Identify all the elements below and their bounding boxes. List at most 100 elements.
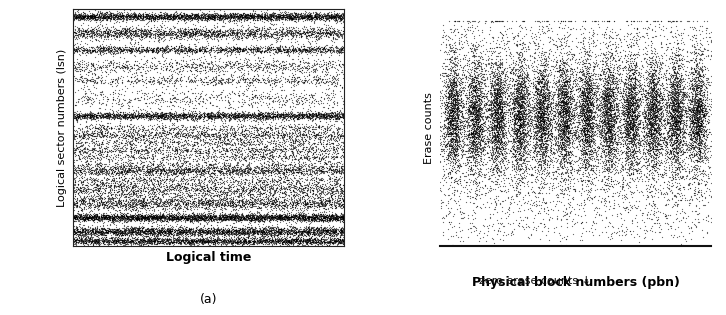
Point	[662, 186, 674, 191]
Point	[141, 233, 152, 238]
Point	[203, 8, 214, 13]
Point	[180, 215, 192, 220]
Point	[451, 100, 462, 105]
Point	[269, 111, 281, 116]
Point	[163, 200, 175, 205]
Point	[531, 203, 542, 208]
Point	[209, 241, 221, 246]
Point	[537, 84, 549, 89]
Point	[675, 71, 687, 76]
Point	[481, 200, 492, 205]
Point	[208, 215, 220, 220]
Point	[488, 60, 499, 65]
Point	[494, 113, 506, 118]
Point	[669, 127, 680, 132]
Point	[216, 202, 227, 207]
Point	[258, 225, 269, 230]
Point	[213, 31, 225, 36]
Point	[618, 143, 629, 148]
Point	[211, 186, 222, 191]
Point	[473, 131, 484, 136]
Point	[590, 98, 602, 103]
Point	[77, 47, 89, 52]
Point	[537, 97, 549, 102]
Point	[457, 148, 469, 153]
Point	[184, 230, 196, 235]
Point	[144, 182, 155, 187]
Point	[563, 177, 574, 182]
Point	[321, 243, 333, 248]
Point	[328, 157, 340, 162]
Point	[572, 104, 584, 109]
Point	[310, 47, 322, 52]
Point	[670, 108, 682, 113]
Point	[182, 167, 193, 172]
Point	[690, 131, 702, 136]
Point	[209, 114, 221, 119]
Point	[297, 201, 309, 206]
Point	[582, 134, 594, 139]
Point	[303, 12, 315, 17]
Point	[221, 222, 232, 227]
Point	[325, 205, 337, 210]
Point	[468, 171, 479, 176]
Point	[605, 81, 617, 86]
Point	[172, 13, 184, 18]
Point	[147, 180, 158, 185]
Point	[470, 83, 482, 88]
Point	[96, 238, 107, 243]
Point	[221, 217, 233, 222]
Point	[327, 13, 339, 18]
Point	[240, 115, 252, 120]
Point	[72, 228, 83, 233]
Point	[622, 123, 634, 129]
Point	[132, 16, 144, 21]
Point	[93, 12, 105, 17]
Point	[693, 152, 705, 158]
Point	[236, 168, 248, 173]
Point	[551, 166, 563, 171]
Point	[583, 160, 595, 165]
Point	[301, 14, 313, 20]
Point	[309, 196, 320, 201]
Point	[98, 111, 110, 116]
Point	[319, 46, 331, 51]
Point	[110, 194, 122, 199]
Point	[560, 67, 572, 72]
Point	[484, 112, 496, 117]
Point	[158, 214, 169, 219]
Point	[632, 116, 643, 121]
Point	[210, 204, 221, 209]
Point	[152, 33, 164, 38]
Point	[618, 130, 629, 135]
Point	[578, 110, 590, 115]
Point	[179, 228, 190, 233]
Point	[546, 117, 558, 123]
Point	[229, 240, 241, 245]
Point	[688, 113, 699, 118]
Point	[195, 62, 206, 67]
Point	[326, 186, 338, 191]
Point	[674, 113, 686, 118]
Point	[70, 103, 81, 108]
Point	[245, 148, 256, 153]
Point	[213, 194, 225, 199]
Point	[73, 215, 85, 220]
Point	[627, 94, 638, 100]
Point	[492, 80, 503, 85]
Point	[168, 168, 180, 173]
Point	[254, 183, 266, 188]
Point	[125, 199, 136, 204]
Point	[141, 12, 152, 17]
Point	[203, 15, 214, 20]
Point	[205, 31, 217, 36]
Point	[538, 109, 550, 114]
Point	[332, 17, 343, 22]
Point	[67, 169, 78, 175]
Point	[521, 32, 532, 37]
Point	[174, 112, 185, 117]
Point	[76, 152, 88, 158]
Point	[646, 98, 658, 103]
Point	[582, 103, 594, 108]
Point	[445, 146, 457, 151]
